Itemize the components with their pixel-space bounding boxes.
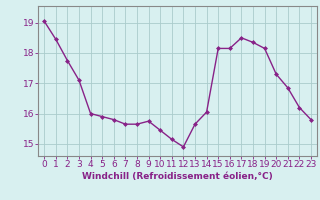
X-axis label: Windchill (Refroidissement éolien,°C): Windchill (Refroidissement éolien,°C) (82, 172, 273, 181)
